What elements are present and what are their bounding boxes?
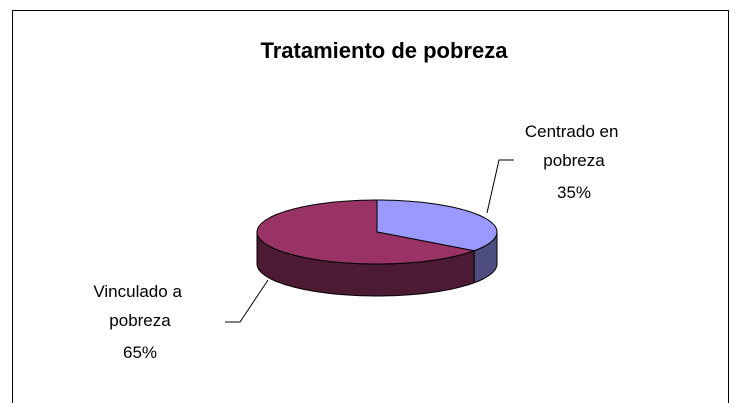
category-label: Vinculado a pobreza [93, 282, 186, 330]
chart-frame [12, 10, 729, 403]
pie-slice [376, 199, 498, 252]
value-label: 65% [123, 343, 157, 362]
value-label: 35% [557, 183, 591, 202]
pie-slice [256, 199, 476, 265]
leader-line [486, 159, 514, 214]
leader-line [225, 279, 269, 323]
category-label: Centrado en pobreza [525, 122, 623, 170]
chart-title: Tratamiento de pobreza [261, 38, 509, 63]
